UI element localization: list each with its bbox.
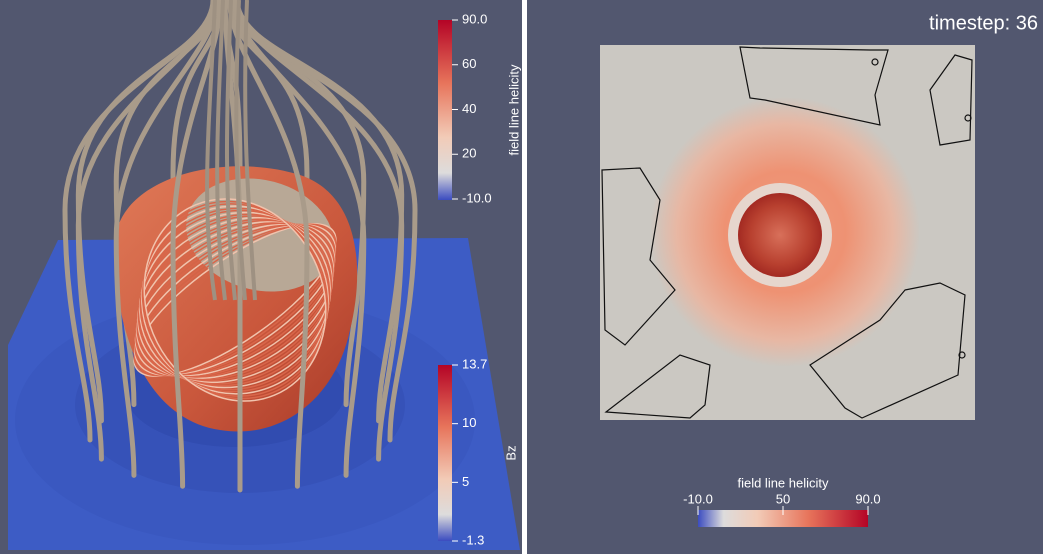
field-line xyxy=(205,0,217,301)
tick-label: 10 xyxy=(462,415,476,430)
colorbar xyxy=(698,510,868,527)
contours xyxy=(601,46,973,419)
colorbar xyxy=(438,365,452,541)
field-line xyxy=(234,0,418,443)
tick-label: -10.0 xyxy=(462,190,492,205)
tick-label: 60 xyxy=(462,56,476,71)
tick-label: -1.3 xyxy=(462,532,484,547)
tick-label: -10.0 xyxy=(683,491,713,506)
colorbar-ticks: 90.0 60 40 20 -10.0 xyxy=(452,11,492,205)
field-line xyxy=(224,0,237,301)
rope-strand xyxy=(142,200,328,400)
colorbar-title: field line helicity xyxy=(506,64,521,156)
timestep-label: timestep: 36 xyxy=(929,12,1038,34)
rope-strand xyxy=(134,223,336,377)
view-divider xyxy=(522,0,527,554)
field-line xyxy=(243,0,257,301)
tick-label: 90.0 xyxy=(462,11,487,26)
rope-strand xyxy=(140,207,330,393)
field-line xyxy=(170,0,223,489)
field-line xyxy=(113,0,220,478)
colorbar-title: field line helicity xyxy=(737,475,829,490)
tick-label: 40 xyxy=(462,101,476,116)
rope-strand xyxy=(134,223,336,377)
rope-strand xyxy=(141,205,329,395)
rope-strand xyxy=(139,209,331,391)
field-line xyxy=(230,0,367,478)
field-line xyxy=(215,0,227,301)
tick-label: 90.0 xyxy=(855,491,880,506)
rope-strand xyxy=(141,203,329,397)
tick-label: 20 xyxy=(462,146,476,161)
field-line xyxy=(234,0,247,301)
rope-strand xyxy=(137,215,333,385)
colorbar-ticks: 13.7 10 5 -1.3 xyxy=(452,356,487,547)
rope-strand xyxy=(138,213,332,387)
rope-strand xyxy=(135,222,335,378)
rope-strand xyxy=(134,223,336,377)
rope-strand xyxy=(136,218,334,382)
rope-strand xyxy=(135,220,335,380)
field-line xyxy=(75,0,217,462)
tick-label: 13.7 xyxy=(462,356,487,371)
rope-strand xyxy=(136,219,334,381)
rope-strand xyxy=(143,198,327,402)
colorbar-title: Bz xyxy=(503,445,518,460)
tick-label: 5 xyxy=(462,474,469,489)
rope-strand xyxy=(137,216,333,384)
field-line xyxy=(62,0,216,443)
field-line xyxy=(233,0,405,462)
colorbar-ticks: -10.0 50 90.0 xyxy=(683,491,881,515)
helicity-core xyxy=(738,193,822,277)
field-lines xyxy=(62,0,418,493)
rope-strand xyxy=(135,221,335,379)
tick-label: 50 xyxy=(776,491,790,506)
rope-strand xyxy=(139,211,331,389)
colorbar xyxy=(438,20,452,200)
